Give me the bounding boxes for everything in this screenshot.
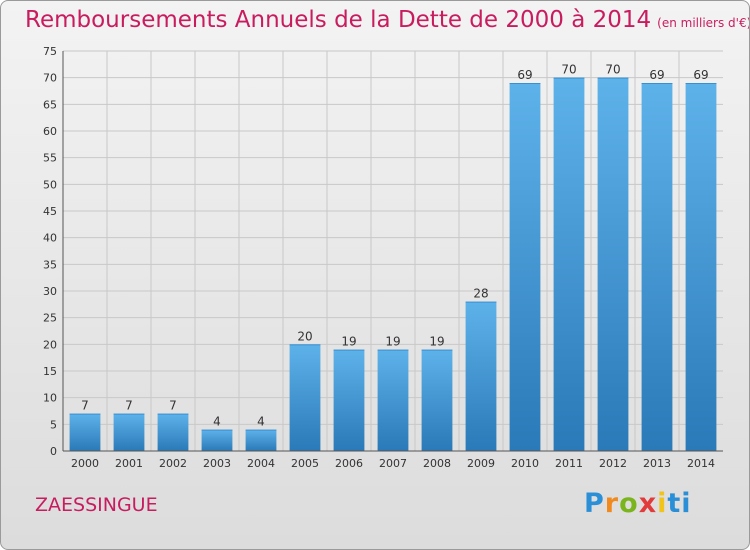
y-tick-label: 20 [43, 338, 57, 351]
y-tick-label: 40 [43, 232, 57, 245]
x-tick-label: 2000 [71, 457, 99, 470]
value-label-2005: 20 [297, 329, 312, 343]
bar-2013 [641, 83, 673, 451]
bar-2010 [509, 83, 541, 451]
x-tick-label: 2011 [555, 457, 583, 470]
x-tick-label: 2006 [335, 457, 363, 470]
y-tick-label: 15 [43, 365, 57, 378]
proxiti-logo: Proxiti [584, 488, 692, 519]
x-tick-label: 2001 [115, 457, 143, 470]
entity-name: ZAESSINGUE [35, 494, 158, 516]
value-label-2000: 7 [81, 399, 89, 413]
value-label-2003: 4 [213, 415, 221, 429]
y-tick-label: 25 [43, 312, 57, 325]
x-tick-label: 2014 [687, 457, 715, 470]
chart-subtitle: (en milliers d'€) [657, 16, 750, 30]
y-tick-label: 0 [50, 445, 57, 458]
x-tick-label: 2008 [423, 457, 451, 470]
x-tick-label: 2002 [159, 457, 187, 470]
y-tick-label: 65 [43, 98, 57, 111]
bar-2014 [685, 83, 717, 451]
y-tick-label: 30 [43, 285, 57, 298]
bar-2004 [245, 429, 277, 451]
x-tick-label: 2005 [291, 457, 319, 470]
value-label-2007: 19 [385, 335, 400, 349]
bar-2002 [157, 413, 189, 451]
x-tick-label: 2010 [511, 457, 539, 470]
x-tick-label: 2009 [467, 457, 495, 470]
value-label-2010: 69 [517, 68, 532, 82]
value-label-2006: 19 [341, 335, 356, 349]
y-tick-label: 75 [43, 45, 57, 58]
x-tick-label: 2013 [643, 457, 671, 470]
bar-2003 [201, 429, 233, 451]
value-label-2009: 28 [473, 287, 488, 301]
y-tick-label: 35 [43, 258, 57, 271]
bar-2011 [553, 77, 585, 452]
bar-2005 [289, 344, 321, 451]
bar-2008 [421, 349, 453, 451]
y-tick-label: 10 [43, 392, 57, 405]
chart-title-text: Remboursements Annuels de la Dette de 20… [25, 7, 652, 33]
x-tick-label: 2012 [599, 457, 627, 470]
y-tick-label: 70 [43, 72, 57, 85]
chart-title: Remboursements Annuels de la Dette de 20… [25, 7, 750, 33]
axes: 0 5 10 15 20 25 30 35 40 45 50 55 60 65 70 75 2000 2001 20… [43, 45, 723, 470]
bar-2006 [333, 349, 365, 451]
bar-2000 [69, 413, 101, 451]
value-label-2012: 70 [605, 63, 620, 77]
value-label-2011: 70 [561, 63, 576, 77]
y-tick-label: 5 [50, 418, 57, 431]
y-tick-label: 60 [43, 125, 57, 138]
bar-2001 [113, 413, 145, 451]
y-tick-label: 55 [43, 152, 57, 165]
y-tick-label: 50 [43, 178, 57, 191]
bar-2009 [465, 301, 497, 451]
value-label-2014: 69 [693, 68, 708, 82]
x-tick-label: 2003 [203, 457, 231, 470]
bar-2012 [597, 77, 629, 452]
bar-2007 [377, 349, 409, 451]
value-label-2002: 7 [169, 399, 177, 413]
bars: 7 7 7 4 4 20 19 19 19 28 69 70 70 69 69 [69, 63, 717, 452]
value-label-2004: 4 [257, 415, 265, 429]
x-tick-label: 2004 [247, 457, 275, 470]
value-label-2008: 19 [429, 335, 444, 349]
value-label-2001: 7 [125, 399, 133, 413]
value-label-2013: 69 [649, 68, 664, 82]
x-tick-label: 2007 [379, 457, 407, 470]
y-tick-label: 45 [43, 205, 57, 218]
